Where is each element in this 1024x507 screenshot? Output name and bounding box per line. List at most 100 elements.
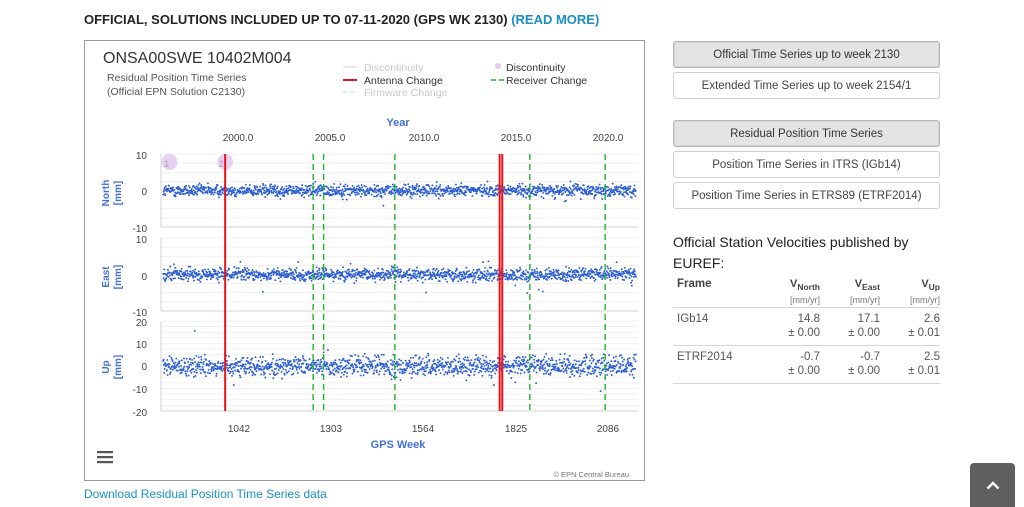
data-point: [612, 356, 615, 359]
data-point: [193, 193, 196, 196]
data-point: [528, 370, 531, 373]
data-point: [439, 194, 442, 197]
data-point: [243, 275, 246, 278]
data-point: [318, 185, 321, 188]
data-point: [253, 271, 256, 274]
data-point: [352, 269, 355, 272]
data-point: [421, 368, 423, 371]
data-point: [254, 186, 257, 189]
legend-disc-active[interactable]: Discontinuity: [506, 62, 566, 74]
data-point: [444, 371, 447, 374]
data-point: [544, 269, 547, 272]
data-point: [399, 280, 402, 283]
data-point: [416, 373, 419, 376]
data-point: [565, 265, 567, 268]
data-point: [258, 368, 261, 371]
data-point: [555, 360, 558, 362]
extended-time-series-button[interactable]: Extended Time Series up to week 2154/1: [673, 72, 940, 99]
data-point: [421, 194, 424, 197]
data-point: [251, 269, 254, 271]
data-point: [180, 364, 182, 367]
data-point: [178, 362, 181, 365]
data-point: [186, 365, 189, 368]
data-point: [262, 272, 265, 274]
data-point: [304, 371, 307, 374]
data-point: [619, 363, 622, 366]
data-point: [510, 269, 512, 272]
data-point: [199, 280, 202, 283]
data-point: [550, 277, 553, 280]
top-axis-title: Year: [386, 117, 410, 129]
data-point: [419, 195, 421, 198]
data-point: [225, 362, 228, 365]
data-point: [200, 361, 203, 364]
data-point: [514, 381, 517, 384]
data-point: [303, 274, 306, 277]
download-data-link[interactable]: Download Residual Position Time Series d…: [84, 487, 327, 501]
data-point: [615, 261, 618, 264]
data-point: [597, 366, 600, 369]
data-point: [368, 272, 371, 275]
data-point: [252, 193, 255, 196]
data-point: [387, 185, 390, 188]
data-point: [315, 361, 318, 364]
data-point: [263, 189, 266, 192]
chart-menu-icon[interactable]: [97, 451, 113, 464]
data-point: [434, 192, 437, 195]
data-point: [482, 261, 485, 264]
data-point: [441, 358, 444, 361]
data-point: [522, 270, 525, 273]
data-point: [210, 370, 213, 372]
data-point: [182, 273, 184, 275]
legend-firmware[interactable]: Firmware Change: [364, 87, 448, 99]
data-point: [395, 274, 398, 277]
data-point: [609, 267, 612, 270]
data-point: [289, 367, 292, 370]
official-time-series-button[interactable]: Official Time Series up to week 2130: [673, 41, 940, 68]
data-point: [294, 270, 297, 272]
time-series-chart: ONSA00SWE 10402M004 Residual Position Ti…: [84, 40, 645, 481]
legend-receiver[interactable]: Receiver Change: [506, 75, 587, 87]
data-point: [343, 366, 346, 369]
data-point: [614, 277, 617, 279]
data-point: [231, 186, 233, 189]
data-point: [438, 360, 441, 363]
data-point: [184, 272, 187, 275]
data-point: [395, 185, 398, 188]
data-point: [279, 197, 282, 200]
data-point: [627, 361, 630, 364]
data-point: [316, 275, 318, 278]
data-point: [176, 192, 178, 195]
data-point: [573, 374, 576, 377]
data-point: [350, 365, 353, 368]
data-point: [217, 193, 220, 196]
etrs-time-series-button[interactable]: Position Time Series in ETRS89 (ETRF2014…: [673, 182, 940, 209]
data-point: [615, 355, 617, 358]
data-point: [247, 269, 250, 271]
itrs-time-series-button[interactable]: Position Time Series in ITRS (IGb14): [673, 151, 940, 178]
data-point: [290, 364, 293, 367]
residual-time-series-button[interactable]: Residual Position Time Series: [673, 120, 940, 147]
data-point: [458, 271, 461, 274]
data-point: [533, 361, 536, 364]
data-point: [167, 184, 170, 187]
data-point: [595, 363, 598, 366]
data-point: [376, 371, 378, 374]
legend-antenna[interactable]: Antenna Change: [364, 75, 443, 87]
legend-disc-faded[interactable]: Discontinuity: [364, 62, 424, 74]
data-point: [430, 188, 433, 190]
data-point: [493, 194, 496, 197]
v-north-value: -0.7: [800, 351, 820, 363]
data-point: [259, 356, 262, 359]
data-point: [424, 271, 426, 274]
data-point: [409, 195, 412, 198]
data-point: [427, 190, 430, 193]
scroll-to-top-button[interactable]: [970, 463, 1015, 507]
read-more-link[interactable]: (READ MORE): [511, 12, 600, 27]
data-point: [577, 183, 580, 186]
data-point: [263, 372, 266, 375]
data-point: [385, 362, 388, 365]
data-point: [368, 270, 371, 273]
data-point: [469, 369, 472, 372]
data-point: [344, 370, 347, 373]
